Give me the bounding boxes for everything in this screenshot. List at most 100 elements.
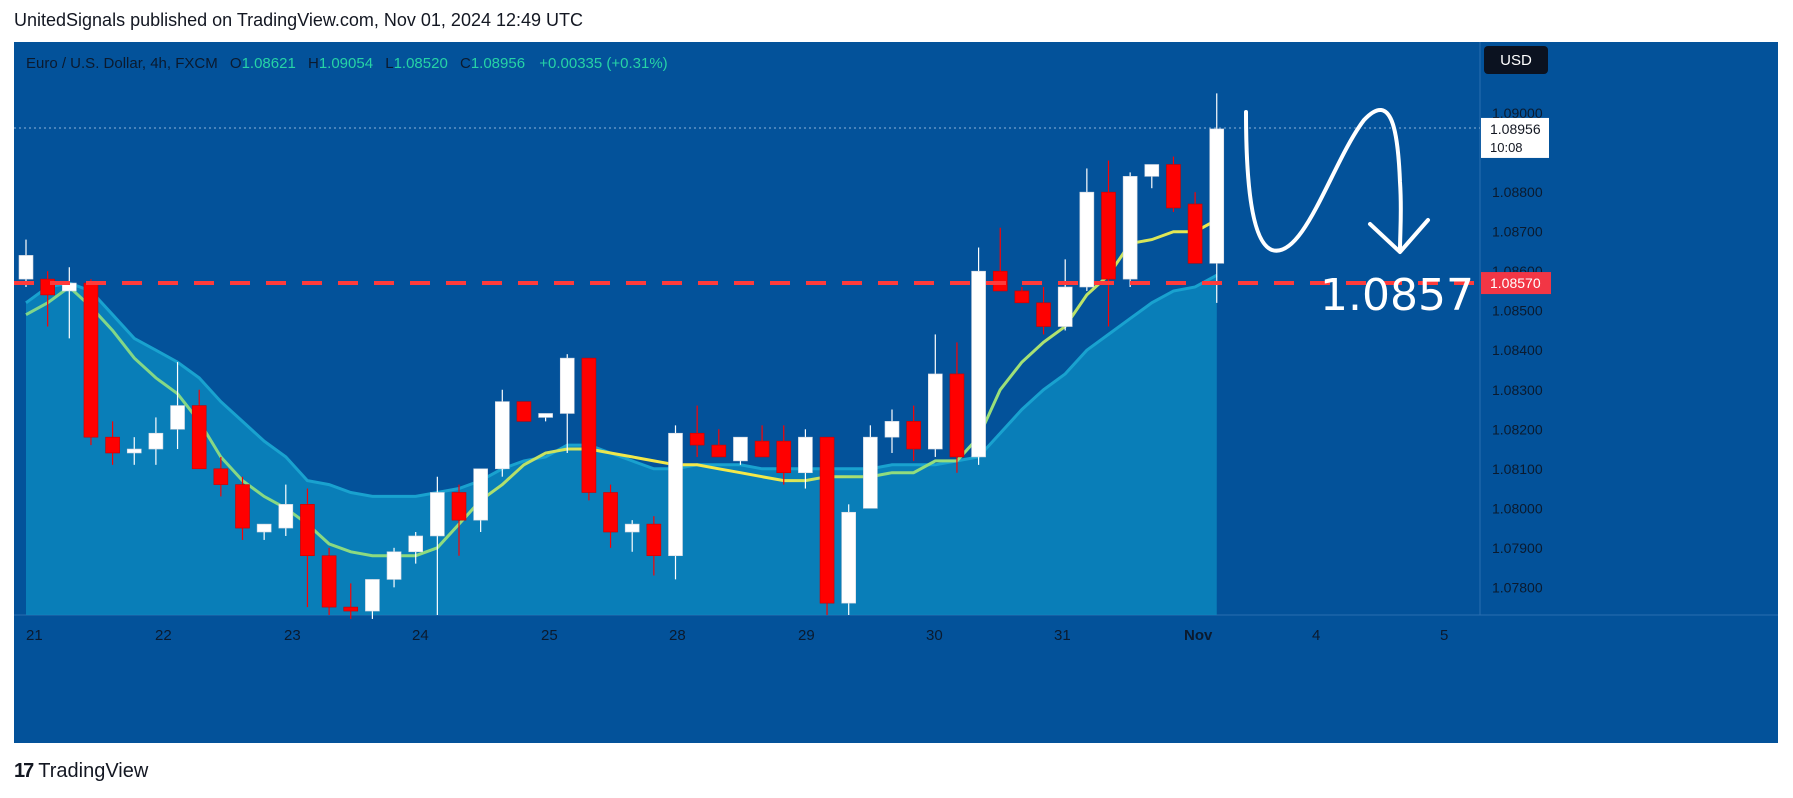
time-tick-label: 24 (412, 627, 429, 644)
candle[interactable] (1166, 164, 1181, 209)
candle[interactable] (559, 357, 575, 414)
candle[interactable] (906, 421, 921, 450)
time-tick-label: 4 (1312, 627, 1320, 644)
legend-high: 1.09054 (318, 55, 374, 72)
candle[interactable] (884, 421, 900, 438)
time-tick-label: Nov (1184, 627, 1213, 644)
legend-change: +0.00335 (+0.31%) (539, 55, 668, 72)
candle[interactable] (1187, 203, 1203, 264)
candle[interactable] (538, 413, 553, 418)
candle[interactable] (126, 448, 142, 454)
price-tick-label: 1.09000 (1492, 105, 1543, 121)
candle[interactable] (841, 511, 857, 604)
candle[interactable] (668, 432, 683, 557)
price-tick-label: 1.07900 (1492, 540, 1543, 556)
candle[interactable] (494, 401, 510, 470)
candle[interactable] (603, 492, 618, 533)
time-tick-label: 23 (284, 627, 301, 644)
candle[interactable] (278, 504, 294, 529)
price-tick-label: 1.07800 (1492, 579, 1543, 595)
arrow-head-icon (1368, 218, 1430, 254)
candle[interactable] (1209, 128, 1225, 264)
price-tick-label: 1.08300 (1492, 382, 1543, 398)
candle[interactable] (451, 492, 467, 521)
candle[interactable] (819, 436, 835, 604)
candle[interactable] (1101, 191, 1116, 280)
candle[interactable] (516, 401, 532, 422)
current-price-value: 1.08956 (1490, 121, 1541, 137)
candle[interactable] (711, 444, 727, 458)
legend-close: 1.08956 (470, 55, 526, 72)
tradingview-logo-icon[interactable]: 17 (14, 760, 34, 782)
candle[interactable] (83, 282, 99, 438)
footer-brand[interactable]: TradingView (38, 760, 149, 782)
candle[interactable] (170, 405, 185, 430)
ema-area-fill (26, 275, 1217, 615)
bar-countdown: 10:08 (1490, 140, 1523, 155)
candle[interactable] (754, 440, 770, 458)
candle[interactable] (18, 255, 34, 280)
publisher-header: UnitedSignals published on TradingView.c… (14, 10, 584, 30)
candle[interactable] (473, 468, 488, 521)
candle[interactable] (689, 432, 705, 446)
candle[interactable] (863, 436, 878, 509)
time-tick-label: 5 (1440, 627, 1448, 644)
ema-fast-line (25, 218, 1218, 558)
time-tick-label: 22 (155, 627, 172, 644)
candle[interactable] (430, 492, 445, 537)
legend-open-label: O (229, 55, 242, 72)
price-tick-label: 1.08800 (1492, 184, 1543, 200)
level-annotation-text[interactable]: 1.0857 (1320, 270, 1474, 321)
currency-button[interactable] (1484, 46, 1548, 74)
candle[interactable] (386, 551, 402, 580)
time-tick-label: 28 (669, 627, 686, 644)
drawn-arrow-path[interactable] (1244, 108, 1403, 253)
currency-button-label[interactable]: USD (1500, 52, 1532, 69)
candle[interactable] (213, 468, 229, 485)
time-tick-label: 30 (926, 627, 943, 644)
candle[interactable] (105, 436, 120, 454)
candle[interactable] (321, 555, 337, 608)
price-tick-label: 1.08000 (1492, 500, 1543, 516)
candle[interactable] (1079, 191, 1095, 288)
candle[interactable] (1144, 164, 1160, 177)
legend-open: 1.08621 (241, 55, 296, 72)
price-tick-label: 1.08100 (1492, 461, 1543, 477)
candle[interactable] (365, 579, 380, 612)
candle[interactable] (646, 523, 662, 557)
legend-symbol[interactable]: Euro / U.S. Dollar, 4h, FXCM (26, 55, 218, 72)
candle[interactable] (256, 523, 272, 533)
candlestick-chart[interactable]: 1.07800 1.07900 1.08000 1.08100 1.08200 1.083… (14, 42, 1778, 743)
current-price-tag (1481, 117, 1549, 158)
level-price-tag (1481, 272, 1551, 295)
candle[interactable] (927, 373, 943, 450)
time-tick-label: 29 (798, 627, 815, 644)
candle[interactable] (949, 373, 965, 458)
candle[interactable] (1122, 176, 1138, 280)
candle[interactable] (300, 504, 315, 557)
time-tick-label: 21 (26, 627, 43, 644)
price-tick-label: 1.08500 (1492, 303, 1543, 319)
chart-area[interactable]: 1.07800 1.07900 1.08000 1.08100 1.08200 1.083… (14, 42, 1778, 743)
candle[interactable] (776, 440, 792, 474)
candle[interactable] (408, 535, 424, 553)
candle[interactable] (1014, 290, 1030, 304)
candle[interactable] (235, 484, 250, 529)
candle[interactable] (148, 432, 164, 450)
candle[interactable] (343, 606, 359, 612)
legend-close-label: C (459, 55, 471, 72)
candle[interactable] (1057, 286, 1073, 327)
candle[interactable] (191, 405, 207, 470)
legend-high-label: H (307, 55, 319, 72)
candle[interactable] (1036, 302, 1051, 327)
time-tick-label: 25 (541, 627, 558, 644)
candle[interactable] (624, 523, 640, 533)
candle[interactable] (971, 270, 986, 458)
time-tick-label: 31 (1054, 627, 1071, 644)
legend-low-label: L (385, 55, 394, 72)
candle[interactable] (798, 436, 813, 474)
candle[interactable] (581, 357, 597, 493)
ema-slow-line (25, 273, 1218, 498)
price-tick-label: 1.08700 (1492, 224, 1543, 240)
candle[interactable] (733, 436, 748, 462)
